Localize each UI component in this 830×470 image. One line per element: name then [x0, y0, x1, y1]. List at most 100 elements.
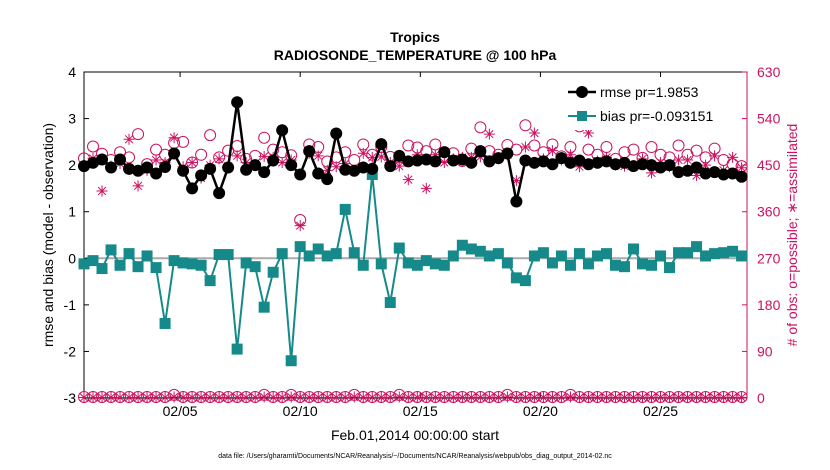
- bias-point: [411, 259, 423, 271]
- rmse-point: [492, 152, 505, 165]
- obs-assimilated-marker: [186, 157, 198, 169]
- rmse-point: [321, 173, 334, 186]
- bias-point: [709, 248, 721, 260]
- bias-point: [682, 247, 694, 259]
- bias-point: [357, 259, 369, 271]
- bias-point: [438, 259, 450, 271]
- rmse-point: [591, 156, 604, 169]
- bias-point: [177, 257, 189, 269]
- bias-point: [718, 247, 730, 259]
- obs-possible-marker: [645, 141, 658, 154]
- bias-point: [736, 250, 748, 262]
- bias-point: [483, 250, 495, 262]
- bias-point: [114, 259, 126, 271]
- bias-point: [573, 248, 585, 260]
- obs-assimilated-bottom-marker: [718, 391, 730, 403]
- obs-assimilated-marker: [330, 161, 342, 173]
- obs-assimilated-bottom-marker: [330, 391, 342, 403]
- obs-assimilated-marker: [528, 127, 540, 139]
- bias-point: [213, 249, 225, 261]
- rmse-point: [465, 156, 478, 169]
- rmse-point: [501, 147, 514, 160]
- obs-assimilated-bottom-marker: [114, 391, 126, 403]
- obs-assimilated-bottom-marker: [105, 391, 117, 403]
- rmse-point: [150, 167, 163, 180]
- legend-box: [566, 80, 742, 130]
- x-tick-label: 02/15: [403, 403, 438, 419]
- bias-point: [231, 343, 243, 355]
- y-left-tick-label: 1: [68, 204, 76, 220]
- y-right-tick-label: 90: [757, 343, 773, 359]
- obs-assimilated-bottom-marker: [429, 391, 441, 403]
- obs-possible-marker: [627, 143, 640, 156]
- obs-assimilated-marker: [546, 145, 558, 157]
- obs-assimilated-bottom-marker: [123, 391, 135, 403]
- y-left-tick-label: 0: [68, 250, 76, 266]
- obs-assimilated-marker: [339, 158, 351, 170]
- rmse-point: [600, 155, 613, 168]
- rmse-point: [249, 159, 262, 172]
- obs-assimilated-marker: [402, 174, 414, 186]
- rmse-point: [123, 162, 136, 175]
- bias-point: [294, 241, 306, 253]
- obs-assimilated-bottom-marker: [348, 391, 360, 403]
- obs-assimilated-bottom-marker: [402, 391, 414, 403]
- bias-point: [564, 259, 576, 271]
- rmse-point: [537, 155, 550, 168]
- obs-assimilated-bottom-marker: [537, 391, 549, 403]
- rmse-point: [735, 170, 748, 183]
- obs-assimilated-bottom-marker: [637, 391, 649, 403]
- obs-assimilated-bottom-marker: [573, 391, 585, 403]
- obs-assimilated-bottom-marker: [501, 391, 513, 403]
- obs-assimilated-bottom-marker: [673, 391, 685, 403]
- y-right-tick-label: 270: [757, 250, 781, 266]
- rmse-point: [267, 154, 280, 167]
- bias-point: [339, 203, 351, 215]
- obs-assimilated-bottom-marker: [664, 391, 676, 403]
- bias-point: [555, 250, 567, 262]
- bias-point: [691, 241, 703, 253]
- obs-assimilated-bottom-marker: [411, 391, 423, 403]
- rmse-point: [348, 164, 361, 177]
- rmse-point: [339, 163, 352, 176]
- rmse-point: [303, 145, 316, 158]
- x-tick-label: 02/25: [643, 403, 678, 419]
- bias-point: [222, 249, 234, 261]
- obs-assimilated-bottom-marker: [447, 391, 459, 403]
- obs-assimilated-marker: [564, 149, 576, 161]
- rmse-point: [555, 152, 568, 165]
- obs-assimilated-bottom-marker: [321, 391, 333, 403]
- rmse-point: [717, 168, 730, 181]
- obs-possible-marker: [690, 144, 703, 157]
- rmse-point: [663, 159, 676, 172]
- bias-point: [321, 250, 333, 262]
- y-right-tick-label: 630: [757, 64, 781, 80]
- obs-assimilated-bottom-marker: [627, 391, 639, 403]
- rmse-point: [258, 166, 271, 179]
- bias-point: [384, 297, 396, 309]
- y-right-tick-label: 0: [757, 390, 765, 406]
- obs-assimilated-bottom-marker: [357, 391, 369, 403]
- obs-assimilated-marker: [483, 128, 495, 140]
- rmse-point: [609, 158, 622, 171]
- obs-possible-marker: [195, 148, 208, 161]
- obs-assimilated-bottom-marker: [87, 391, 99, 403]
- obs-assimilated-bottom-marker: [285, 391, 297, 403]
- obs-assimilated-bottom-marker: [384, 391, 396, 403]
- obs-assimilated-bottom-marker: [177, 391, 189, 403]
- bias-point: [420, 255, 432, 267]
- rmse-point: [276, 124, 289, 137]
- obs-assimilated-bottom-marker: [528, 391, 540, 403]
- rmse-point: [186, 182, 199, 195]
- bias-point: [375, 258, 387, 270]
- rmse-point: [708, 166, 721, 179]
- chart-subtitle: RADIOSONDE_TEMPERATURE @ 100 hPa: [274, 47, 557, 63]
- bias-point: [123, 248, 135, 260]
- obs-assimilated-marker: [96, 185, 108, 197]
- rmse-point: [645, 159, 658, 172]
- rmse-point: [411, 154, 424, 167]
- obs-assimilated-bottom-marker: [646, 391, 658, 403]
- bias-point: [348, 247, 360, 259]
- bias-point: [267, 266, 279, 278]
